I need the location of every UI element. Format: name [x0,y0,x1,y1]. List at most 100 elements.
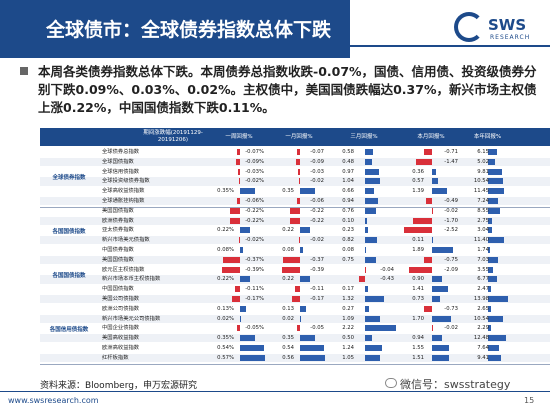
value-text: 11.40 [473,237,489,244]
value-bar [237,325,240,332]
value-bar [295,158,300,165]
value-bar [234,286,240,293]
value-bar [299,305,306,312]
value-bar [487,149,497,155]
value-bar [431,315,451,322]
value-bar [365,325,397,332]
value-bar [487,335,506,342]
value-text: -0.07% [245,149,264,155]
value-text: -0.02% [245,178,264,185]
value-text: 0.90 [412,276,424,283]
value-text: 1.55 [412,345,424,351]
table-row: 新兴市场本币主权债指数 0.22% 0.22 -0.43 0.90 6.77 [40,275,550,284]
group-label: 各国国债指数 [52,273,86,280]
value-text: 12.48 [473,335,489,342]
value-text: -0.43 [380,276,394,283]
value-bar [298,237,300,244]
value-text: 0.82 [342,237,354,244]
value-text: 0.35 [282,335,294,342]
footer-url[interactable]: www.swsresearch.com [8,396,99,405]
value-bar [365,305,369,312]
value-bar [365,227,369,234]
value-bar [365,237,377,244]
value-text: -0.73 [444,305,458,312]
value-text: 2.75 [477,217,489,224]
value-bar [431,247,453,253]
value-text: 10.54 [473,315,489,322]
value-bar [487,178,503,185]
value-text: 0.94 [412,335,424,342]
value-text: 11.45 [473,188,489,195]
index-name: 美国高收益指数 [102,335,140,342]
table-row: 全球国债指数 -0.09% -0.09 0.48 -1.47 5.02 [40,157,550,166]
table-row: 全球债券总指数 -0.07% -0.07 0.58 -0.71 6.15 [40,148,550,156]
index-name: 欧洲高收益指数 [102,345,140,351]
value-text: 1.51 [412,354,424,361]
value-text: 0.35 [282,188,294,195]
value-text: 0.11 [412,237,424,244]
value-text: -0.02 [444,325,458,332]
column-header[interactable]: 本年回报% [473,133,502,140]
value-text: 0.57% [217,354,234,361]
header-divider [350,45,550,47]
value-bar [239,305,246,312]
value-bar [365,168,379,175]
index-name: 欧元区主权债指数 [102,266,145,273]
table-row: 美国公司债指数 -0.17% -0.17 1.32 0.73 13.98 [40,295,550,304]
logo-ring-icon [454,12,484,42]
sws-logo: SWS RESEARCH [454,12,544,48]
column-header[interactable]: 一周回报% [225,133,253,140]
index-name: 全球债券总指数 [102,149,140,155]
value-text: 0.27 [342,305,354,312]
value-text: -0.05% [245,325,264,332]
value-text: 0.10 [342,217,354,224]
value-bar [365,296,384,302]
value-text: 3.04 [477,227,489,234]
value-bar [423,149,432,155]
value-text: 0.76 [342,207,354,214]
table-row: 欧元区主权债指数 -0.39% -0.39 -0.04 -2.09 3.55 [40,266,550,274]
value-bar [423,256,432,263]
value-text: -1.70 [444,217,458,224]
value-bar [365,256,376,263]
value-text: 0.36 [412,168,424,175]
value-text: 0.22% [217,227,234,234]
value-bar [239,188,256,195]
value-text: 1.89 [412,247,424,253]
value-text: 0.57 [412,178,424,185]
table-row: 全球高收益债指数 0.35% 0.35 0.66 1.39 11.45 [40,187,550,195]
value-bar [238,178,240,185]
value-text: 13.98 [473,296,489,302]
column-header[interactable]: 三月回报% [350,133,378,140]
value-bar [487,266,493,273]
value-text: 0.08 [282,247,294,253]
value-bar [412,217,432,224]
index-name: 欧洲债券指数 [102,217,134,224]
value-text: -0.39% [245,266,264,273]
table-row: 全球信用债指数 -0.03% -0.03 0.97 0.36 9.81 [40,168,550,176]
value-text: -0.75 [444,256,458,263]
column-header[interactable]: 一月回报% [285,133,313,140]
value-bar [365,158,372,165]
value-text: -0.11 [310,286,324,293]
value-bar [365,207,376,214]
value-bar [431,335,443,342]
value-text: 0.13 [282,305,294,312]
page-number: 15 [524,396,535,405]
value-bar [239,345,264,351]
table-row: 全球通胀挂钩指数 -0.06% -0.06 0.94 -0.49 7.24 [40,197,550,206]
column-header[interactable]: 本月回报% [417,133,445,140]
value-text: 0.22 [282,276,294,283]
value-text: -0.22 [310,217,324,224]
value-text: 0.94 [342,198,354,204]
value-text: 0.54 [282,345,294,351]
value-text: 0.56 [282,354,294,361]
value-bar [431,345,450,351]
wechat-icon [385,378,397,388]
value-text: 0.08 [342,247,354,253]
value-text: -0.49 [444,198,458,204]
value-bar [487,227,492,234]
value-bar [431,188,448,195]
column-header[interactable]: 期间涨跌幅(20191129-20191206) [143,130,203,143]
value-text: 1.70 [412,315,424,322]
